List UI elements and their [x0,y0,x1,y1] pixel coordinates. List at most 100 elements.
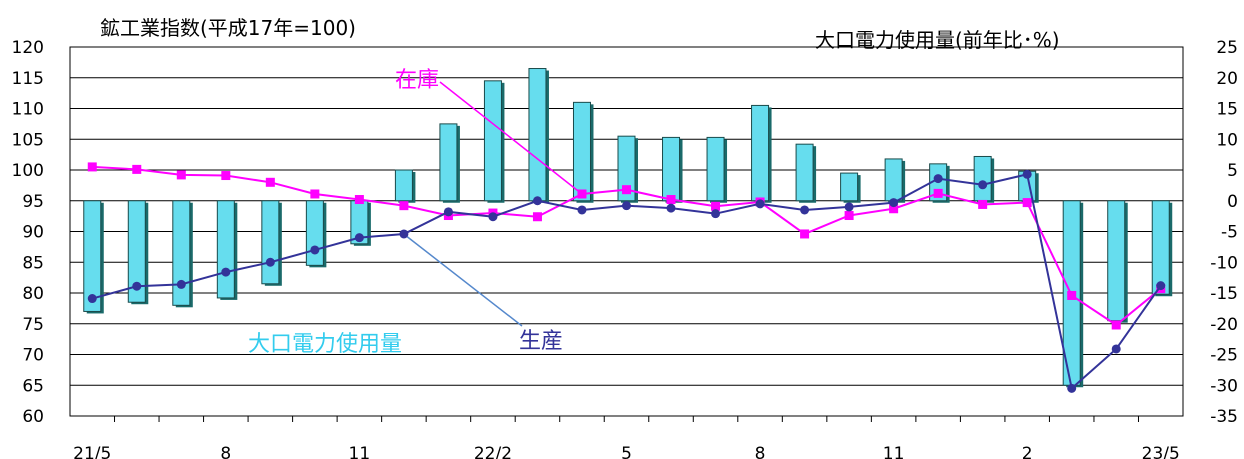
x-tick-label: 23/5 [1142,444,1180,459]
right-tick-label: -30 [1210,376,1238,396]
power-bar [394,169,413,202]
power-bar [617,135,636,202]
x-tick-label: 8 [220,444,231,459]
production-point [1111,344,1121,354]
production-point [176,279,186,289]
production-point [889,198,899,208]
right-tick-label: 10 [1216,130,1238,150]
x-tick-label: 21/5 [73,444,111,459]
inventory-point [310,189,320,199]
left-tick-label: 100 [12,161,44,181]
production-point [844,202,854,212]
inventory-point [666,195,676,205]
production-point [800,205,810,215]
production-point [1067,383,1077,393]
production-point [310,245,320,255]
right-tick-label: 25 [1216,38,1238,58]
production-point [443,207,453,217]
inventory-point [978,199,988,209]
x-tick-label: 11 [349,444,371,459]
inventory-point [800,229,810,239]
production-point [132,281,142,291]
axes: 1201151101051009590858075706560252015105… [12,38,1238,459]
power-bar [751,104,770,202]
inventory-point [354,195,364,205]
power-bar [216,200,235,299]
power-bar [483,80,502,202]
inventory-point [132,164,142,174]
power-bar [127,200,146,303]
power-bar [261,200,280,285]
inventory-point [176,170,186,180]
left-tick-label: 105 [12,130,44,150]
inventory-point [844,211,854,221]
left-tick-label: 75 [22,315,44,335]
right-tick-label: -20 [1210,315,1238,335]
inventory-point [622,185,631,195]
right-tick-label: -35 [1210,407,1238,427]
power-bar [439,123,458,202]
power-bar [172,200,191,306]
right-tick-label: -25 [1210,346,1238,366]
x-tick-label: 5 [621,444,632,459]
inventory-point [265,177,275,187]
power-bar [706,136,725,202]
x-tick-label: 2 [1022,444,1033,459]
production-point [354,233,364,243]
production-point [622,201,631,211]
power-bar [795,143,814,202]
production-point [532,196,542,206]
production-point [755,199,765,209]
power-bar [840,172,859,202]
x-tick-label: 11 [883,444,905,459]
lines [87,162,1166,393]
inventory-point [399,201,409,211]
production-point [1156,281,1166,291]
power-bar [662,136,681,202]
x-tick-label: 22/2 [474,444,512,459]
right-tick-label: 0 [1227,192,1238,212]
plot-frame [69,46,1184,417]
production-point [221,267,231,277]
power-bar [973,155,992,202]
power-bar [572,101,591,202]
production-point [711,209,721,219]
left-tick-label: 95 [22,192,44,212]
production-point [399,229,409,239]
production-point [87,294,97,304]
inventory-point [711,201,721,211]
left-tick-label: 70 [22,346,44,366]
left-tick-label: 110 [12,100,44,120]
production-point [265,257,275,267]
left-axis-title: 鉱工業指数(平成17年=100) [100,16,356,40]
right-tick-label: -10 [1210,253,1238,273]
production-point [577,205,587,215]
power-bars [83,68,1173,388]
left-tick-label: 85 [22,253,44,273]
x-tick-label: 8 [755,444,766,459]
power-bar [528,68,547,202]
right-axis-title: 大口電力使用量(前年比･%) [815,28,1060,52]
production-point [488,212,498,222]
production-point [978,180,988,190]
inventory-point [1067,290,1077,300]
right-tick-label: 20 [1216,69,1238,89]
power-bar [1151,200,1170,295]
inventory-point [532,212,542,222]
power-leader [404,234,523,327]
inventory-point [221,171,231,181]
production-point [1022,169,1032,179]
inventory-leader [439,81,583,195]
right-tick-label: -5 [1221,223,1238,243]
right-tick-label: -15 [1210,284,1238,304]
production-point [666,203,676,213]
power-bar [305,200,324,266]
power-label: 大口電力使用量 [248,332,402,357]
leader-lines [404,81,583,327]
right-tick-label: 5 [1227,161,1238,181]
inventory-point [933,188,943,198]
power-bar [884,158,903,202]
inventory-point [889,204,899,214]
left-tick-label: 65 [22,376,44,396]
